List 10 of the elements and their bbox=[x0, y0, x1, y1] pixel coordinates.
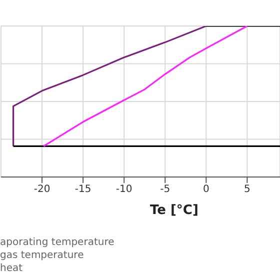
text: heat bbox=[0, 262, 24, 275]
x-tick-label: -10 bbox=[116, 184, 132, 196]
x-tick-label: -5 bbox=[160, 184, 170, 196]
x-tick-label: 0 bbox=[202, 184, 210, 196]
x-tick-label: -15 bbox=[74, 184, 92, 196]
x-axis-title: Te [°C] bbox=[150, 203, 198, 218]
text: gas temperature bbox=[0, 249, 85, 262]
text: aporating temperature bbox=[0, 236, 114, 249]
x-tick-label: 5 bbox=[244, 184, 250, 196]
x-tick-label: -20 bbox=[34, 184, 50, 196]
